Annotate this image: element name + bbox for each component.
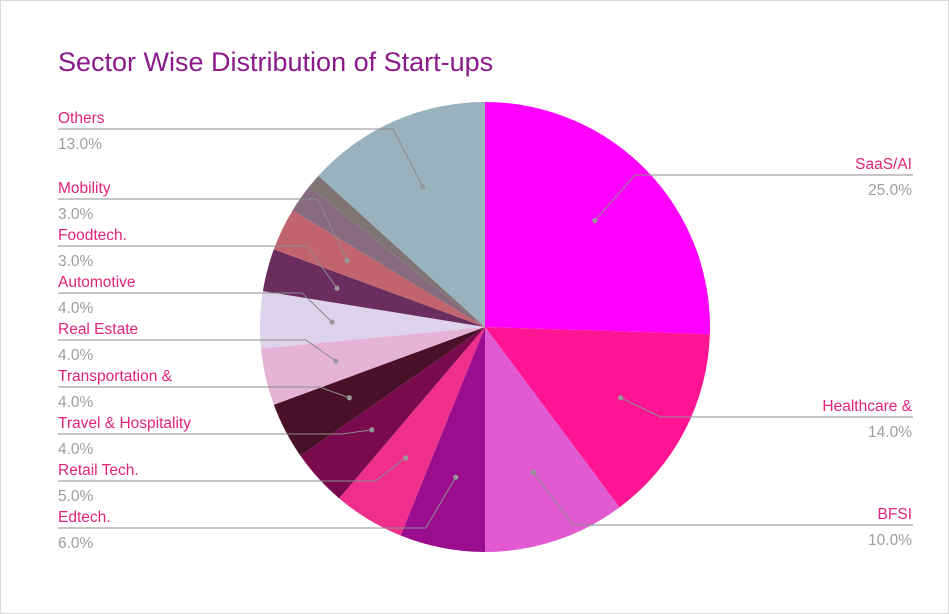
chart-title: Sector Wise Distribution of Start-ups xyxy=(58,47,494,77)
slice-label-travel-hospitality: Travel & Hospitality xyxy=(58,415,191,432)
slice-percent-mobility: 3.0% xyxy=(58,206,94,223)
leader-line xyxy=(58,245,338,289)
slice-percent-healthcare: 14.0% xyxy=(868,424,912,441)
leader-line xyxy=(58,457,406,482)
slice-percent-bfsi: 10.0% xyxy=(868,532,912,549)
pie-slice-minor-12 xyxy=(309,175,485,327)
slice-percent-others: 13.0% xyxy=(58,136,102,153)
pie-slice-foodtech xyxy=(262,249,485,327)
slice-percent-real-estate: 4.0% xyxy=(58,347,94,364)
pie-slice-transportation xyxy=(273,327,485,456)
slice-label-bfsi: BFSI xyxy=(878,506,912,523)
pie-slice-travel-hospitality xyxy=(300,327,485,499)
pie-slice-others xyxy=(318,102,485,327)
leader-line xyxy=(58,128,424,188)
slice-percent-edtech: 6.0% xyxy=(58,535,94,552)
pie-slice-healthcare xyxy=(485,327,710,508)
slice-label-mobility: Mobility xyxy=(58,180,111,197)
leader-line xyxy=(58,292,333,323)
slice-label-automotive: Automotive xyxy=(58,274,136,291)
slice-label-real-estate: Real Estate xyxy=(58,321,138,338)
slice-label-edtech: Edtech. xyxy=(58,509,111,526)
slice-label-retail-tech: Retail Tech. xyxy=(58,462,139,479)
pie-slice-real-estate xyxy=(261,327,485,405)
leader-line xyxy=(620,397,913,418)
pie-slice-retail-tech xyxy=(339,327,485,536)
leader-line xyxy=(58,476,457,529)
pie-slice-bfsi xyxy=(485,327,620,552)
slice-percent-automotive: 4.0% xyxy=(58,300,94,317)
pie-slice-automotive xyxy=(260,291,485,349)
pie-slice-mobility xyxy=(273,210,485,327)
pie-slice-minor-11 xyxy=(292,186,485,327)
slice-label-foodtech: Foodtech. xyxy=(58,227,127,244)
leader-line xyxy=(58,429,372,435)
pie-labels: SaaS/AI 25.0% Healthcare & 14.0% BFSI 10.0% Ed… xyxy=(58,110,913,552)
slice-percent-travel-hospitality: 4.0% xyxy=(58,441,94,458)
pie-slices xyxy=(260,102,710,552)
leader-line xyxy=(58,339,337,362)
slice-label-transportation: Transportation & xyxy=(58,368,173,385)
leader-line xyxy=(58,198,348,261)
slice-label-saas-ai: SaaS/AI xyxy=(855,156,912,173)
leader-line xyxy=(532,471,913,526)
slice-label-healthcare: Healthcare & xyxy=(822,398,912,415)
slice-label-others: Others xyxy=(58,110,105,127)
slice-percent-saas-ai: 25.0% xyxy=(868,182,912,199)
leader-line xyxy=(58,386,350,399)
pie-slice-edtech xyxy=(400,327,485,552)
slice-percent-retail-tech: 5.0% xyxy=(58,488,94,505)
slice-percent-transportation: 4.0% xyxy=(58,394,94,411)
slice-percent-foodtech: 3.0% xyxy=(58,253,94,270)
leader-line xyxy=(594,174,913,221)
